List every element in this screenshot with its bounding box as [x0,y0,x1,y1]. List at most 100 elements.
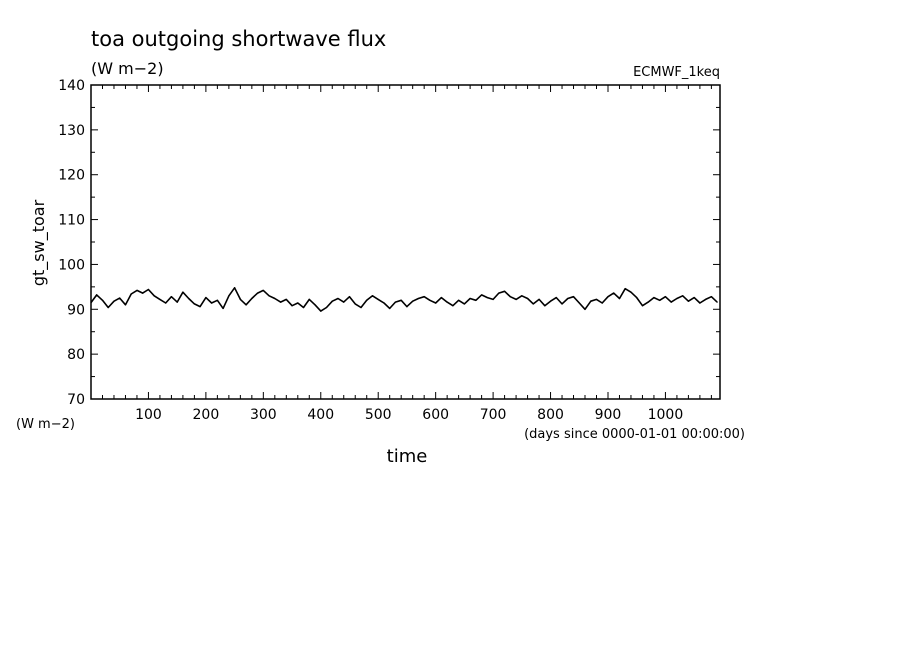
data-point [486,297,488,299]
data-point [429,299,431,301]
data-point [279,301,282,303]
y-tick-label: 140 [58,78,85,94]
x-tick-label: 200 [193,407,220,423]
data-point [682,295,684,297]
y-axis-label: gt_sw_toar [29,199,49,286]
data-point [498,292,500,294]
data-point [659,299,661,301]
data-point [584,308,586,310]
data-point [653,297,655,299]
data-point [572,296,575,298]
data-point [440,297,443,299]
x-tick-label: 300 [250,407,277,423]
data-point [400,299,402,301]
series-line [90,286,718,312]
data-point [153,295,155,297]
data-point [664,296,667,298]
x-axis-label: time [387,446,428,467]
data-point [216,299,218,301]
data-point [274,297,276,300]
data-point [101,299,104,301]
data-point [532,303,534,305]
data-point [147,288,150,291]
data-point [641,305,644,307]
data-point [406,305,408,308]
data-point [526,297,529,300]
data-point [234,287,236,289]
x-tick-label: 400 [307,407,334,423]
data-point [578,302,580,304]
data-point [567,297,569,300]
data-point [492,298,494,301]
data-point [245,304,247,306]
data-point [544,305,546,307]
data-point [446,301,448,303]
data-point [521,295,523,297]
data-point [417,297,420,300]
data-point [624,288,626,290]
data-point [670,301,672,303]
chart-units: (W m−2) [91,59,164,78]
data-point [348,296,351,298]
data-point [699,302,701,304]
data-point [435,302,437,304]
data-point [222,307,224,309]
data-point [239,298,241,301]
data-point [96,294,98,296]
data-point [343,301,345,303]
data-point [107,306,109,309]
data-point [515,298,517,301]
x-tick-label: 700 [480,407,507,423]
data-point [687,300,690,302]
data-point [205,297,207,299]
data-point [297,302,299,304]
data-point [211,302,213,304]
data-point [710,296,712,298]
data-point [561,303,563,305]
data-point [199,305,201,308]
data-point [555,297,557,299]
data-point [503,290,506,292]
data-point [423,296,425,298]
data-point [716,301,718,303]
y-tick-label: 120 [58,168,85,184]
y-tick-label: 90 [67,302,85,318]
data-point [366,299,368,301]
data-series [90,286,718,312]
data-point [337,297,339,300]
data-point [182,291,184,293]
data-point [360,306,362,309]
data-point [159,298,161,301]
y-unit-label: (W m−2) [16,417,75,432]
x-tick-label: 500 [365,407,392,423]
data-point [463,303,465,305]
data-point [268,295,270,297]
x-unit-label: (days since 0000-01-01 00:00:00) [524,427,745,442]
data-point [176,301,178,303]
data-point [458,299,460,301]
data-point [119,297,121,299]
x-tick-label: 600 [422,407,449,423]
y-tick-label: 100 [58,257,85,273]
data-point [170,296,173,298]
data-point [308,298,310,301]
data-point [693,297,695,299]
data-point [124,304,127,306]
data-point [285,298,287,301]
y-tick-label: 130 [58,123,85,139]
data-point [228,295,230,297]
data-point [188,297,190,300]
data-point [331,300,333,302]
plot-frame [90,84,721,400]
data-point [291,305,293,307]
data-point [394,301,397,303]
data-point [377,298,379,301]
x-tick-label: 800 [537,407,564,423]
data-point [262,289,264,292]
data-point [383,302,385,304]
data-point [607,296,609,298]
data-point [389,307,391,309]
data-point [142,292,144,294]
data-point [193,303,195,305]
data-point [320,310,322,312]
